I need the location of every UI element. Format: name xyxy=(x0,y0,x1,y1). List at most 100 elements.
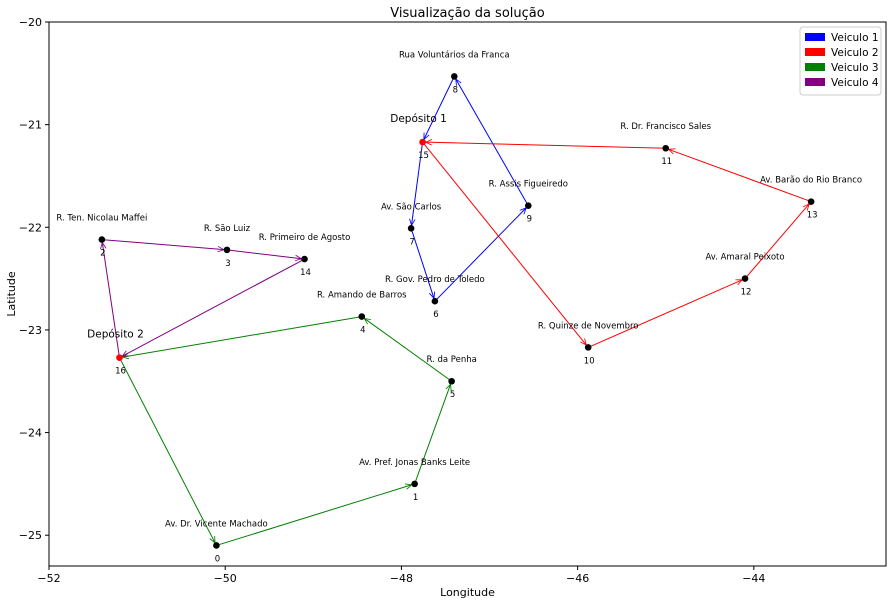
legend-swatch xyxy=(805,63,825,71)
node-marker xyxy=(741,275,749,282)
node-marker xyxy=(213,542,220,549)
node-index-label: 1 xyxy=(413,493,418,503)
route-edge-10-to-12 xyxy=(590,279,742,347)
node-label: R. da Penha xyxy=(426,355,476,365)
node-label: Av. Pref. Jonas Banks Leite xyxy=(359,458,470,468)
node-label: Av. Barão do Rio Branco xyxy=(760,176,862,186)
route-edge-6-to-9 xyxy=(436,208,526,300)
node-label: R. Gov. Pedro de Toledo xyxy=(385,275,485,285)
node-index-label: 10 xyxy=(584,356,595,366)
route-edge-13-to-11 xyxy=(669,149,809,202)
route-edge-15-to-10 xyxy=(424,144,586,345)
node-index-label: 12 xyxy=(741,288,752,298)
chart-title: Visualização da solução xyxy=(390,6,544,21)
depot-marker xyxy=(419,138,426,146)
legend-swatch xyxy=(805,48,825,56)
y-axis-ticks: −20 −21 −22 −23 −24 −25 xyxy=(19,16,49,542)
node-index-label: 3 xyxy=(225,259,230,269)
route-edge-9-to-8 xyxy=(456,79,528,204)
node-marker xyxy=(223,246,231,254)
y-tick-label: −25 xyxy=(19,529,42,542)
nodes-layer: Av. Dr. Vicente Machado 0 Av. Pref. Jonas … xyxy=(56,50,862,564)
route-edge-8-to-15 xyxy=(423,78,454,139)
legend-entry-label: Veiculo 1 xyxy=(831,32,879,44)
node-index-label: 9 xyxy=(527,215,532,225)
node-label: Av. Amaral Peixoto xyxy=(705,253,784,263)
node-marker xyxy=(301,255,308,263)
node-marker xyxy=(431,297,439,305)
node-label: R. Quinze de Novembro xyxy=(538,321,639,331)
legend-swatch xyxy=(805,78,825,86)
node-label: R. Ten. Nicolau Maffei xyxy=(56,214,147,224)
route-edge-12-to-13 xyxy=(746,204,809,277)
route-edge-4-to-16 xyxy=(122,316,359,357)
routes-layer xyxy=(102,78,809,546)
y-axis-label: Latitude xyxy=(5,271,18,317)
legend-entry-label: Veiculo 4 xyxy=(831,77,879,89)
route-edge-3-to-14 xyxy=(229,249,302,259)
node-index-label: 4 xyxy=(360,326,365,336)
node-marker xyxy=(411,480,418,488)
node-marker xyxy=(358,313,366,320)
depot-label: Depósito 2 xyxy=(87,329,144,341)
node-index-label: 2 xyxy=(100,249,105,259)
node-index-label: 8 xyxy=(453,85,458,95)
x-axis-ticks: −52 −50 −48 −46 −44 xyxy=(37,566,765,585)
node-marker xyxy=(524,202,532,210)
node-index-label: 0 xyxy=(215,554,220,564)
legend-swatch xyxy=(805,33,825,41)
node-marker xyxy=(807,198,815,205)
node-label: R. São Luiz xyxy=(204,224,251,234)
x-tick-label: −48 xyxy=(390,572,413,585)
route-edge-14-to-16 xyxy=(122,260,303,357)
node-marker xyxy=(584,344,592,351)
y-tick-label: −20 xyxy=(19,16,42,29)
route-edge-15-to-7 xyxy=(412,144,423,225)
route-edge-5-to-4 xyxy=(364,318,450,380)
node-label: R. Assis Figueiredo xyxy=(489,180,568,190)
route-edge-16-to-2 xyxy=(102,243,120,355)
y-tick-label: −23 xyxy=(19,324,42,337)
node-index-label: 7 xyxy=(409,237,414,247)
node-label: Rua Voluntários da Franca xyxy=(399,50,510,60)
x-tick-label: −46 xyxy=(566,572,589,585)
node-label: R. Primeiro de Agosto xyxy=(259,233,351,243)
node-marker xyxy=(662,144,670,152)
node-index-label: 6 xyxy=(433,310,438,320)
node-index-label: 15 xyxy=(418,151,429,161)
node-index-label: 13 xyxy=(807,211,818,221)
node-marker xyxy=(448,377,455,385)
y-tick-label: −21 xyxy=(19,119,42,132)
node-label: Av. São Carlos xyxy=(381,202,442,212)
route-edge-11-to-15 xyxy=(426,142,663,149)
node-marker xyxy=(407,225,415,232)
axes-layer: −52 −50 −48 −46 −44 −20 −21 −22 −23 −24 −25 Visua… xyxy=(5,6,887,599)
route-edge-16-to-0 xyxy=(120,360,215,543)
plot-frame xyxy=(48,21,887,567)
legend-entry-label: Veiculo 2 xyxy=(831,47,879,59)
node-index-label: 16 xyxy=(115,367,126,377)
legend: Veiculo 1 Veiculo 2 Veiculo 3 Veiculo 4 xyxy=(799,26,882,96)
x-axis-label: Longitude xyxy=(440,586,495,599)
route-edge-0-to-1 xyxy=(219,485,412,546)
node-index-label: 5 xyxy=(450,390,455,400)
node-label: Av. Dr. Vicente Machado xyxy=(165,519,268,529)
y-tick-label: −24 xyxy=(19,427,42,440)
depot-label: Depósito 1 xyxy=(390,113,447,125)
y-tick-label: −22 xyxy=(19,221,42,234)
node-label: R. Amando de Barros xyxy=(317,291,407,301)
legend-entry-label: Veiculo 3 xyxy=(831,62,879,74)
x-tick-label: −44 xyxy=(742,572,765,585)
node-marker xyxy=(98,236,106,243)
x-tick-label: −52 xyxy=(37,572,60,585)
node-marker xyxy=(450,73,458,80)
route-edge-1-to-5 xyxy=(415,384,451,482)
route-edge-7-to-6 xyxy=(411,231,434,298)
route-edge-2-to-3 xyxy=(104,239,224,250)
node-index-label: 11 xyxy=(661,157,672,167)
node-label: R. Dr. Francisco Sales xyxy=(620,122,711,132)
x-tick-label: −50 xyxy=(214,572,237,585)
depot-marker xyxy=(116,354,123,361)
